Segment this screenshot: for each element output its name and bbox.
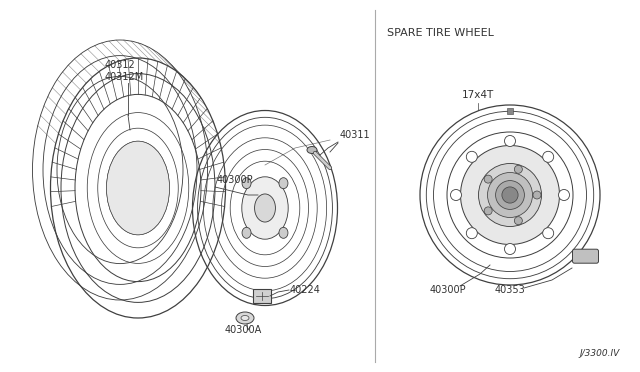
Ellipse shape bbox=[242, 178, 251, 189]
Text: 17x4T: 17x4T bbox=[462, 90, 494, 100]
Circle shape bbox=[504, 244, 515, 254]
FancyBboxPatch shape bbox=[573, 249, 598, 263]
Circle shape bbox=[515, 217, 522, 225]
Text: 40312M: 40312M bbox=[105, 72, 144, 82]
Text: 40300A: 40300A bbox=[225, 325, 262, 335]
Ellipse shape bbox=[106, 141, 170, 235]
Ellipse shape bbox=[279, 227, 288, 238]
Circle shape bbox=[467, 151, 477, 162]
Circle shape bbox=[467, 228, 477, 239]
Circle shape bbox=[488, 173, 532, 218]
Ellipse shape bbox=[242, 227, 251, 238]
Text: 40224: 40224 bbox=[290, 285, 321, 295]
Circle shape bbox=[543, 151, 554, 162]
Circle shape bbox=[495, 180, 524, 209]
Text: 40353: 40353 bbox=[495, 285, 525, 295]
Circle shape bbox=[504, 135, 515, 147]
Circle shape bbox=[451, 189, 461, 201]
Ellipse shape bbox=[241, 315, 249, 321]
Bar bbox=[507, 108, 513, 114]
Circle shape bbox=[461, 145, 559, 244]
Circle shape bbox=[533, 191, 541, 199]
Ellipse shape bbox=[279, 178, 288, 189]
Text: 40312: 40312 bbox=[105, 60, 136, 70]
Text: J/3300.IV: J/3300.IV bbox=[580, 349, 620, 358]
Circle shape bbox=[484, 207, 492, 215]
Circle shape bbox=[515, 165, 522, 173]
Circle shape bbox=[484, 175, 492, 183]
Circle shape bbox=[543, 228, 554, 239]
Ellipse shape bbox=[236, 312, 254, 324]
Text: 40300P: 40300P bbox=[217, 175, 253, 185]
Ellipse shape bbox=[242, 177, 288, 239]
Ellipse shape bbox=[255, 194, 275, 222]
Circle shape bbox=[502, 187, 518, 203]
Text: SPARE TIRE WHEEL: SPARE TIRE WHEEL bbox=[387, 28, 494, 38]
Circle shape bbox=[479, 164, 541, 227]
Ellipse shape bbox=[307, 147, 317, 154]
Circle shape bbox=[559, 189, 570, 201]
Text: 40311: 40311 bbox=[340, 130, 371, 140]
Text: 40300P: 40300P bbox=[430, 285, 467, 295]
FancyBboxPatch shape bbox=[253, 289, 271, 303]
